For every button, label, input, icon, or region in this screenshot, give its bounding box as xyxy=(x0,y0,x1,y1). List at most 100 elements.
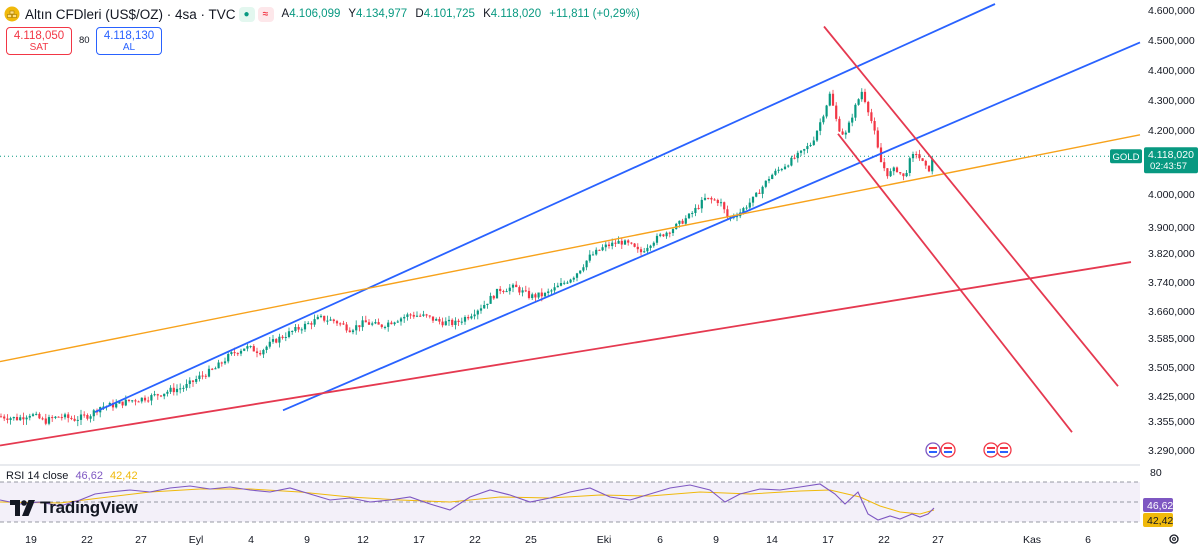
candle-up xyxy=(931,159,934,172)
candle-down xyxy=(838,118,841,132)
candle-up xyxy=(575,273,579,278)
candle-down xyxy=(332,319,335,322)
candle-down xyxy=(6,418,9,420)
candle-up xyxy=(819,122,822,131)
red-trendline[interactable] xyxy=(837,133,1073,433)
red-trendline[interactable] xyxy=(0,261,1132,447)
candle-down xyxy=(636,246,639,250)
last-price-badge[interactable] xyxy=(1144,147,1198,174)
candle-up xyxy=(92,410,95,417)
blue-trendline[interactable] xyxy=(94,3,996,413)
orange-trendline[interactable] xyxy=(0,134,1141,363)
candle-up xyxy=(166,391,169,394)
candle-up xyxy=(572,277,575,280)
candle-up xyxy=(483,305,486,309)
settings-gear-icon[interactable] xyxy=(1168,533,1180,545)
candle-up xyxy=(812,140,815,145)
rsi-pane[interactable]: 80 46,62 42,42 xyxy=(0,467,1173,527)
candle-up xyxy=(361,320,364,328)
data-status-icon[interactable]: ≈ xyxy=(257,6,274,22)
tradingview-logo-icon xyxy=(10,500,35,516)
candle-down xyxy=(156,394,159,396)
time-tick-label: 6 xyxy=(657,534,663,546)
economic-event-markers[interactable] xyxy=(925,442,1012,458)
candle-down xyxy=(633,243,636,247)
symbol-badge[interactable] xyxy=(1110,149,1142,164)
candle-down xyxy=(147,400,150,402)
sell-button[interactable]: 4.118,050 SAT xyxy=(6,27,72,55)
chart-header: Altın CFDleri (US$/OZ) · 4sa · TVC ● ≈ A… xyxy=(4,5,645,23)
candle-down xyxy=(924,160,927,166)
blue-trendline[interactable] xyxy=(282,41,1141,412)
candle-down xyxy=(73,418,76,421)
us-flag-icon[interactable] xyxy=(983,442,999,458)
buy-button[interactable]: 4.118,130 AL xyxy=(96,27,162,55)
time-axis[interactable]: 19 22 27 Eyl 4 9 12 17 22 25 Eki 6 9 14 17 22 27 Kas 6 xyxy=(25,534,1091,546)
candle-up xyxy=(582,267,585,271)
candle-up xyxy=(54,416,57,418)
candle-up xyxy=(243,348,246,351)
time-tick-label: 9 xyxy=(304,534,310,546)
lightning-event-icon-stripe xyxy=(929,447,937,449)
candle-up xyxy=(326,320,329,322)
lightning-event-icon[interactable] xyxy=(925,442,941,458)
close-value: 4.118,020 xyxy=(490,8,542,20)
candle-up xyxy=(556,285,559,288)
candle-up xyxy=(735,216,739,218)
us-flag-icon[interactable] xyxy=(940,442,956,458)
candle-up xyxy=(537,292,540,298)
candle-up xyxy=(591,254,595,256)
candle-down xyxy=(67,414,70,418)
symbol-title[interactable]: Altın CFDleri (US$/OZ) · 4sa · TVC xyxy=(25,6,236,22)
candle-up xyxy=(223,361,227,364)
brand-name: TradingView xyxy=(40,498,138,517)
candle-up xyxy=(351,330,355,333)
candle-up xyxy=(700,199,703,209)
candle-up xyxy=(294,327,297,331)
time-tick-label: 17 xyxy=(822,534,834,546)
rsi-value-badge-label: 46,62 xyxy=(1147,500,1173,512)
candle-down xyxy=(630,242,633,244)
candle-down xyxy=(899,172,902,174)
time-tick-label: 22 xyxy=(878,534,890,546)
candle-down xyxy=(83,414,86,416)
time-tick-label: 25 xyxy=(525,534,537,546)
candle-up xyxy=(719,202,723,204)
close-key: K xyxy=(483,8,491,20)
candle-up xyxy=(406,314,409,317)
rsi-legend[interactable]: RSI 14 close 46,62 42,42 xyxy=(6,470,138,482)
candle-up xyxy=(271,339,275,342)
candle-up xyxy=(787,165,790,167)
candle-up xyxy=(803,149,806,151)
candle-up xyxy=(268,341,271,347)
rsi-ma-badge[interactable] xyxy=(1143,513,1173,527)
candle-up xyxy=(796,152,799,159)
time-tick-label: 6 xyxy=(1085,534,1091,546)
price-axis[interactable]: 4.600,000 4.500,000 4.400,000 4.300,000 4.20… xyxy=(1110,5,1198,457)
low-key: D xyxy=(415,8,424,20)
candle-up xyxy=(774,170,777,175)
candle-down xyxy=(15,416,19,421)
us-flag-icon[interactable] xyxy=(996,442,1012,458)
candle-up xyxy=(559,283,563,286)
candle-down xyxy=(627,240,630,243)
candle-up xyxy=(463,317,467,322)
time-tick-label: 17 xyxy=(413,534,425,546)
red-trendline[interactable] xyxy=(823,25,1119,387)
candle-down xyxy=(863,91,867,102)
candle-up xyxy=(892,167,895,172)
rsi-value: 46,62 xyxy=(75,470,103,482)
sell-label: SAT xyxy=(29,42,49,53)
candle-up xyxy=(47,417,51,424)
trendlines[interactable] xyxy=(0,3,1141,447)
candle-up xyxy=(908,158,911,173)
symbol-badge-label: GOLD xyxy=(1113,152,1140,163)
candle-up xyxy=(303,323,307,330)
tradingview-logo[interactable]: TradingView xyxy=(10,498,138,518)
candle-up xyxy=(102,406,105,408)
market-open-icon[interactable]: ● xyxy=(238,6,255,22)
candle-down xyxy=(876,130,879,148)
candle-up xyxy=(780,169,783,171)
rsi-value-badge[interactable] xyxy=(1143,498,1173,512)
